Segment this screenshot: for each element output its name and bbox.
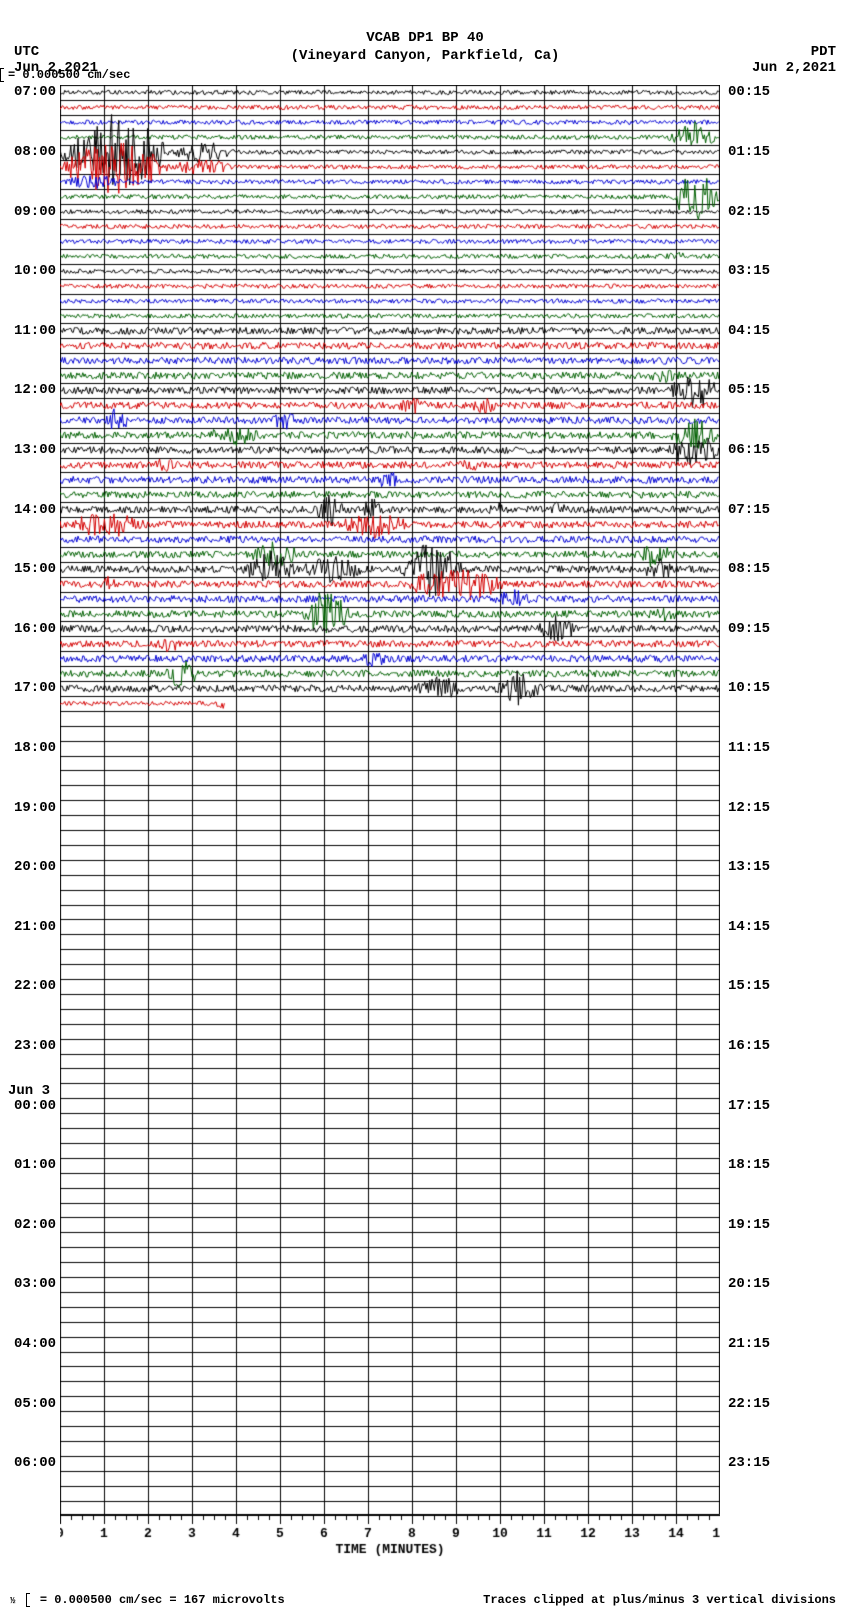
pdt-hour-label: 20:15 — [728, 1276, 770, 1292]
pdt-hour-label: 21:15 — [728, 1336, 770, 1352]
plot-subtitle: (Vineyard Canyon, Parkfield, Ca) — [0, 48, 850, 64]
seismogram-canvas — [60, 85, 720, 1575]
footer-left: ½ = 0.000500 cm/sec = 167 microvolts — [10, 1593, 285, 1607]
pdt-hour-label: 13:15 — [728, 859, 770, 875]
pdt-hour-label: 01:15 — [728, 144, 770, 160]
pdt-hour-label: 11:15 — [728, 740, 770, 756]
left-tz-label: UTC — [14, 44, 39, 60]
utc-hour-label: 22:00 — [14, 978, 56, 994]
utc-hour-label: 04:00 — [14, 1336, 56, 1352]
pdt-hour-label: 09:15 — [728, 621, 770, 637]
pdt-hour-label: 05:15 — [728, 382, 770, 398]
pdt-hour-label: 17:15 — [728, 1098, 770, 1114]
pdt-hour-label: 19:15 — [728, 1217, 770, 1233]
right-date-label: Jun 2,2021 — [752, 60, 836, 76]
utc-hour-label: 07:00 — [14, 84, 56, 100]
pdt-hour-label: 04:15 — [728, 323, 770, 339]
pdt-hour-label: 00:15 — [728, 84, 770, 100]
pdt-hour-label: 22:15 — [728, 1396, 770, 1412]
pdt-hour-label: 14:15 — [728, 919, 770, 935]
utc-hour-label: 05:00 — [14, 1396, 56, 1412]
right-tz-label: PDT — [811, 44, 836, 60]
pdt-hour-label: 18:15 — [728, 1157, 770, 1173]
plot-title: VCAB DP1 BP 40 — [0, 30, 850, 46]
pdt-hour-label: 12:15 — [728, 800, 770, 816]
pdt-hour-label: 07:15 — [728, 502, 770, 518]
utc-hour-label: 06:00 — [14, 1455, 56, 1471]
utc-hour-label: 21:00 — [14, 919, 56, 935]
pdt-hour-label: 08:15 — [728, 561, 770, 577]
pdt-hour-label: 03:15 — [728, 263, 770, 279]
utc-hour-label: 16:00 — [14, 621, 56, 637]
utc-hour-label: 18:00 — [14, 740, 56, 756]
utc-hour-label: 13:00 — [14, 442, 56, 458]
utc-hour-label: 02:00 — [14, 1217, 56, 1233]
utc-hour-label: 09:00 — [14, 204, 56, 220]
utc-hour-label: 23:00 — [14, 1038, 56, 1054]
utc-hour-label: 12:00 — [14, 382, 56, 398]
pdt-hour-label: 16:15 — [728, 1038, 770, 1054]
utc-hour-label: 20:00 — [14, 859, 56, 875]
footer-right: Traces clipped at plus/minus 3 vertical … — [483, 1593, 836, 1607]
utc-hour-label: 01:00 — [14, 1157, 56, 1173]
utc-hour-label: Jun 3 — [8, 1083, 50, 1099]
pdt-hour-label: 06:15 — [728, 442, 770, 458]
left-date-label: Jun 2,2021 — [14, 60, 98, 76]
pdt-hour-label: 02:15 — [728, 204, 770, 220]
utc-hour-label: 19:00 — [14, 800, 56, 816]
utc-hour-label: 03:00 — [14, 1276, 56, 1292]
utc-hour-label: 10:00 — [14, 263, 56, 279]
pdt-hour-label: 10:15 — [728, 680, 770, 696]
pdt-hour-label: 23:15 — [728, 1455, 770, 1471]
utc-hour-label: 14:00 — [14, 502, 56, 518]
utc-hour-label: 15:00 — [14, 561, 56, 577]
utc-hour-label: 11:00 — [14, 323, 56, 339]
utc-hour-label: 00:00 — [14, 1098, 56, 1114]
seismogram-plot: { "title_line1": "VCAB DP1 BP 40", "titl… — [0, 0, 850, 1613]
pdt-hour-label: 15:15 — [728, 978, 770, 994]
utc-hour-label: 17:00 — [14, 680, 56, 696]
utc-hour-label: 08:00 — [14, 144, 56, 160]
